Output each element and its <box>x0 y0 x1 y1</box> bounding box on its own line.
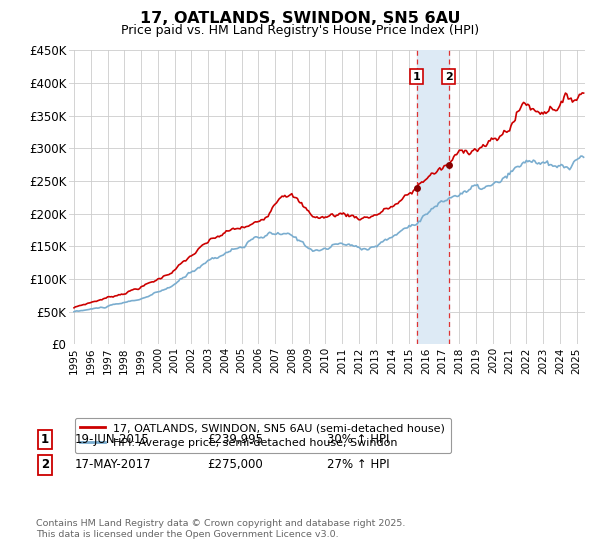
Text: £239,995: £239,995 <box>207 433 263 446</box>
Text: Price paid vs. HM Land Registry's House Price Index (HPI): Price paid vs. HM Land Registry's House … <box>121 24 479 36</box>
Text: 27% ↑ HPI: 27% ↑ HPI <box>327 458 389 472</box>
Text: £275,000: £275,000 <box>207 458 263 472</box>
Text: 2: 2 <box>41 458 49 472</box>
Text: 2: 2 <box>445 72 452 82</box>
Text: 19-JUN-2015: 19-JUN-2015 <box>75 433 150 446</box>
Text: 1: 1 <box>413 72 421 82</box>
Text: 1: 1 <box>41 433 49 446</box>
Legend: 17, OATLANDS, SWINDON, SN5 6AU (semi-detached house), HPI: Average price, semi-d: 17, OATLANDS, SWINDON, SN5 6AU (semi-det… <box>74 418 451 453</box>
Text: 17, OATLANDS, SWINDON, SN5 6AU: 17, OATLANDS, SWINDON, SN5 6AU <box>140 11 460 26</box>
Text: 30% ↑ HPI: 30% ↑ HPI <box>327 433 389 446</box>
Bar <box>417 50 449 344</box>
Text: 17-MAY-2017: 17-MAY-2017 <box>75 458 152 472</box>
Text: Contains HM Land Registry data © Crown copyright and database right 2025.
This d: Contains HM Land Registry data © Crown c… <box>36 520 406 539</box>
